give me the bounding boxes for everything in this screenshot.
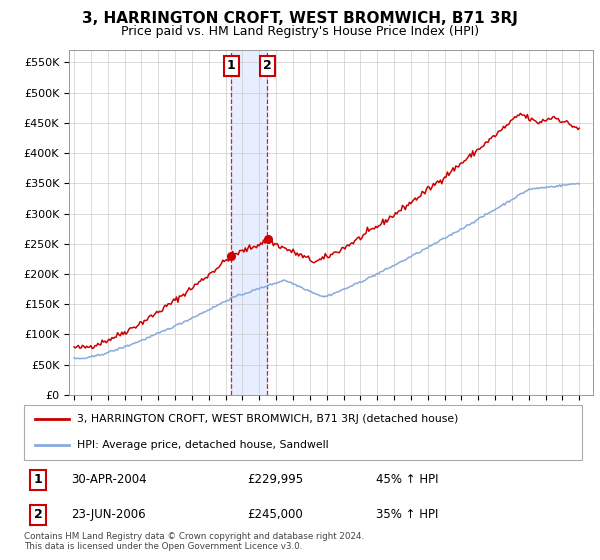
Text: 23-JUN-2006: 23-JUN-2006: [71, 508, 146, 521]
Text: Price paid vs. HM Land Registry's House Price Index (HPI): Price paid vs. HM Land Registry's House …: [121, 25, 479, 38]
Text: £229,995: £229,995: [247, 473, 304, 486]
Text: 30-APR-2004: 30-APR-2004: [71, 473, 147, 486]
Text: 3, HARRINGTON CROFT, WEST BROMWICH, B71 3RJ (detached house): 3, HARRINGTON CROFT, WEST BROMWICH, B71 …: [77, 414, 458, 424]
Text: 45% ↑ HPI: 45% ↑ HPI: [376, 473, 438, 486]
Text: 2: 2: [263, 59, 272, 72]
Text: 1: 1: [34, 473, 43, 486]
Text: 3, HARRINGTON CROFT, WEST BROMWICH, B71 3RJ: 3, HARRINGTON CROFT, WEST BROMWICH, B71 …: [82, 11, 518, 26]
Text: HPI: Average price, detached house, Sandwell: HPI: Average price, detached house, Sand…: [77, 440, 329, 450]
FancyBboxPatch shape: [24, 405, 582, 460]
Text: 1: 1: [227, 59, 236, 72]
Text: Contains HM Land Registry data © Crown copyright and database right 2024.
This d: Contains HM Land Registry data © Crown c…: [24, 532, 364, 552]
Bar: [231, 50, 268, 395]
Text: £245,000: £245,000: [247, 508, 303, 521]
Text: 35% ↑ HPI: 35% ↑ HPI: [376, 508, 438, 521]
Text: 2: 2: [34, 508, 43, 521]
